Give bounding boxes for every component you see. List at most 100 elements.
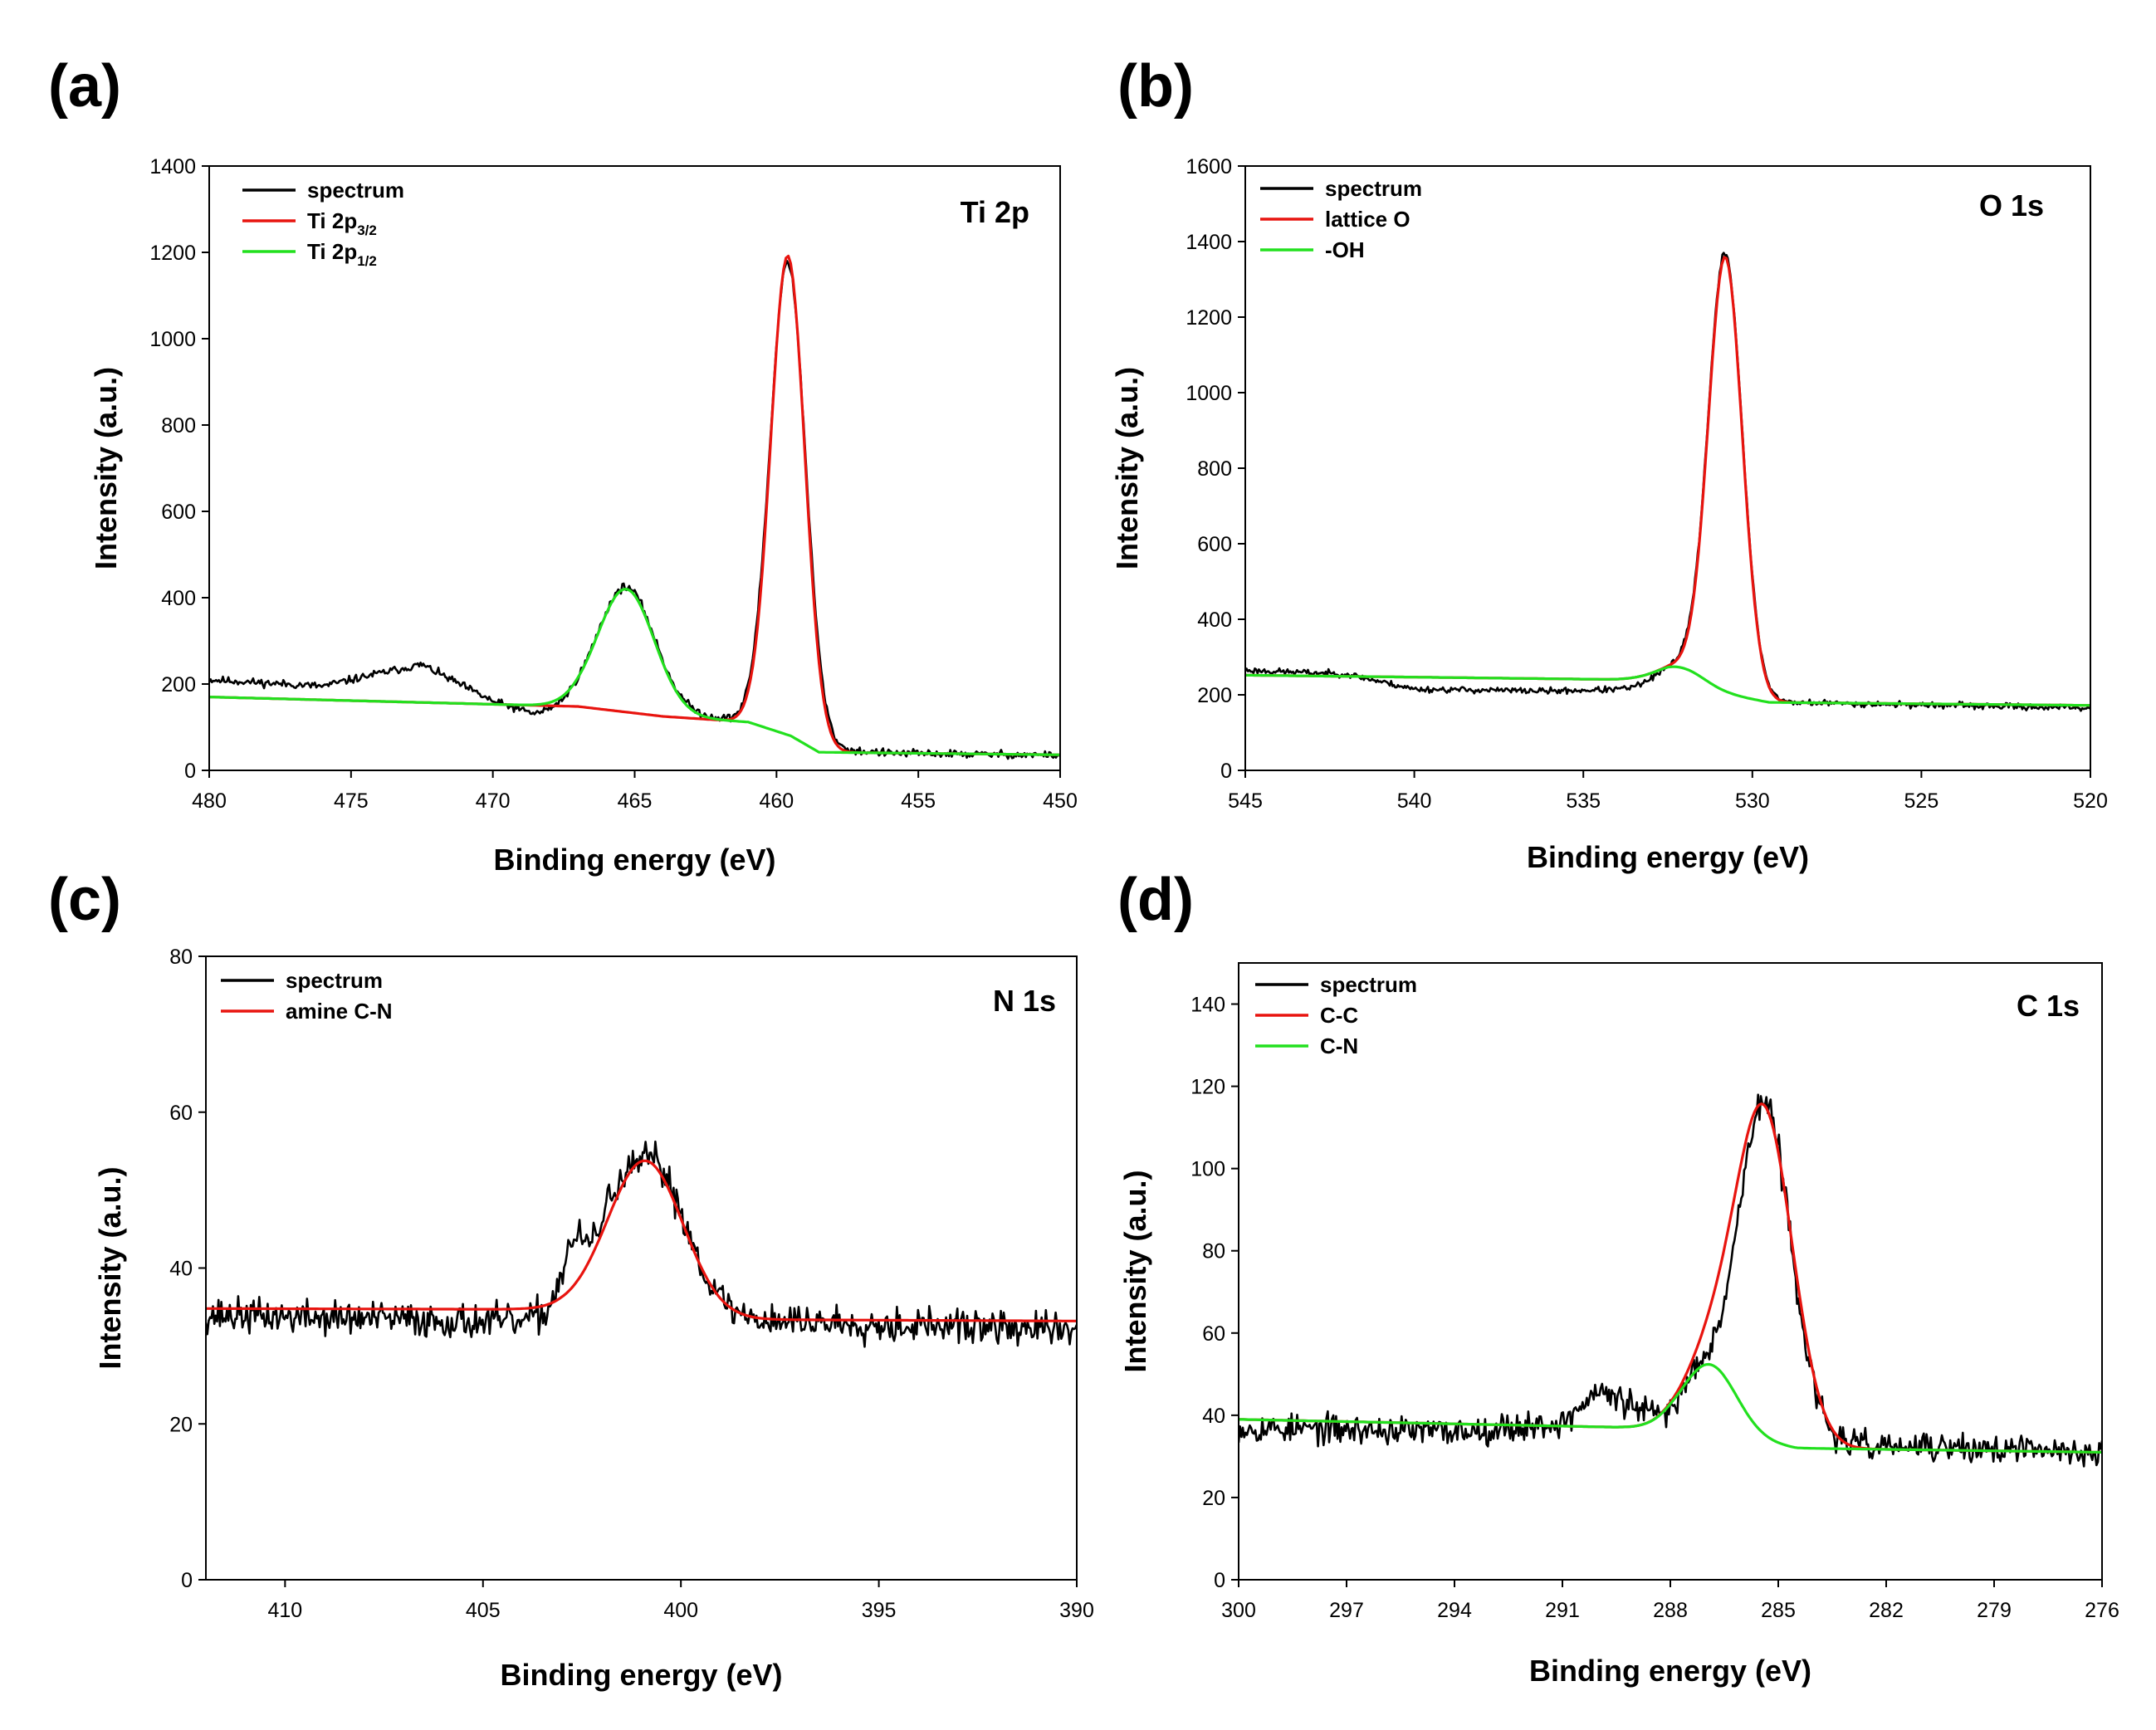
y-tick-label: 800: [161, 414, 196, 437]
y-tick-label: 1200: [149, 242, 196, 265]
y-tick-label: 60: [1202, 1322, 1225, 1346]
x-tick-label: 285: [1761, 1599, 1796, 1622]
y-tick-label: 1000: [149, 328, 196, 351]
legend-label: Ti 2p3/2: [307, 208, 377, 238]
panel-letter: (d): [1117, 867, 1194, 933]
plot-frame: [1244, 165, 2091, 771]
x-tick-label: 540: [1397, 789, 1432, 813]
y-tick-label: 400: [1197, 608, 1232, 632]
x-tick-label: 291: [1545, 1599, 1580, 1622]
panel-title: Ti 2p: [961, 195, 1029, 229]
x-tick-label: 545: [1228, 789, 1263, 813]
x-tick-label: 400: [663, 1599, 698, 1622]
x-tick-label: 455: [901, 789, 936, 813]
series-line-c-n: [1239, 1362, 2102, 1454]
legend-label: Ti 2p1/2: [307, 239, 377, 269]
y-tick-label: 40: [1202, 1405, 1225, 1428]
y-tick-label: 0: [1220, 760, 1232, 783]
x-tick-label: 530: [1735, 789, 1770, 813]
y-axis-title: Intensity (a.u.): [1118, 1170, 1152, 1372]
y-tick-label: 1600: [1186, 155, 1232, 178]
y-axis-title: Intensity (a.u.): [93, 1166, 127, 1369]
y-tick-label: 800: [1197, 457, 1232, 481]
y-tick-label: 600: [161, 501, 196, 524]
panel-title: O 1s: [1979, 188, 2044, 222]
legend-label: spectrum: [307, 178, 404, 203]
panel-letter: (a): [48, 53, 121, 120]
x-tick-label: 282: [1869, 1599, 1904, 1622]
series-line-spectrum: [1239, 1093, 2102, 1468]
x-tick-label: 480: [192, 789, 227, 813]
x-axis-title: Binding energy (eV): [1527, 840, 1809, 874]
y-tick-label: 1000: [1186, 382, 1232, 405]
x-tick-label: 405: [466, 1599, 501, 1622]
y-tick-label: 100: [1190, 1158, 1225, 1181]
x-tick-label: 465: [618, 789, 653, 813]
y-tick-label: 80: [169, 946, 193, 969]
x-tick-label: 279: [1977, 1599, 2012, 1622]
y-tick-label: 60: [169, 1102, 193, 1125]
series-line-spectrum: [209, 260, 1060, 760]
y-tick-label: 600: [1197, 533, 1232, 556]
y-tick-label: 0: [184, 760, 196, 783]
x-tick-label: 297: [1329, 1599, 1364, 1622]
series-line-c-c: [1239, 1102, 2102, 1454]
x-tick-label: 288: [1653, 1599, 1688, 1622]
y-tick-label: 0: [181, 1569, 193, 1592]
y-tick-label: 1400: [1186, 231, 1232, 254]
y-tick-label: 1200: [1186, 306, 1232, 330]
x-tick-label: 294: [1437, 1599, 1472, 1622]
y-tick-label: 400: [161, 587, 196, 610]
series-line-lattice-o: [1245, 256, 2090, 707]
series-line-spectrum: [206, 1140, 1077, 1348]
y-tick-label: 200: [161, 673, 196, 696]
series-line-ti-2p: [209, 588, 1060, 756]
x-tick-label: 520: [2073, 789, 2108, 813]
y-tick-label: 20: [169, 1413, 193, 1436]
series-line-amine-c-n: [206, 1159, 1077, 1322]
x-tick-label: 470: [476, 789, 511, 813]
series-line-spectrum: [1245, 252, 2090, 712]
y-tick-label: 140: [1190, 994, 1225, 1017]
x-tick-label: 525: [1904, 789, 1939, 813]
y-axis-title: Intensity (a.u.): [89, 367, 123, 569]
y-tick-label: 1400: [149, 155, 196, 178]
legend-label: -OH: [1325, 237, 1365, 262]
x-tick-label: 276: [2085, 1599, 2119, 1622]
legend-label: amine C-N: [286, 999, 393, 1024]
plot-frame: [1238, 962, 2103, 1581]
plot-frame: [208, 165, 1061, 771]
chart-panel-4: (d) 300 297 294 291 288 285 282 279 276 0 20 40 60 80 1…: [1117, 867, 2119, 1688]
y-tick-label: 40: [169, 1258, 193, 1281]
y-tick-label: 200: [1197, 684, 1232, 707]
x-tick-label: 460: [759, 789, 794, 813]
y-tick-label: 80: [1202, 1240, 1225, 1263]
x-tick-label: 300: [1221, 1599, 1256, 1622]
x-tick-label: 535: [1566, 789, 1601, 813]
x-tick-label: 410: [268, 1599, 303, 1622]
series-line-ti-2p: [209, 254, 1060, 756]
plot-frame: [205, 955, 1078, 1581]
x-tick-label: 390: [1059, 1599, 1094, 1622]
legend-label: spectrum: [286, 968, 383, 993]
x-tick-label: 395: [862, 1599, 897, 1622]
x-tick-label: 450: [1043, 789, 1078, 813]
x-tick-label: 475: [334, 789, 369, 813]
y-tick-label: 20: [1202, 1487, 1225, 1510]
x-axis-title: Binding energy (eV): [500, 1658, 782, 1692]
panel-letter: (b): [1117, 53, 1194, 120]
panel-title: C 1s: [2017, 989, 2080, 1023]
chart-panel-3: (c) 410 405 400 395 390 0 20 40 60 80 Binding energ…: [48, 867, 1094, 1692]
x-axis-title: Binding energy (eV): [493, 843, 775, 877]
panel-title: N 1s: [993, 984, 1056, 1018]
y-axis-title: Intensity (a.u.): [1110, 367, 1144, 569]
chart-panel-1: (a) 480 475 470 465 460 455 450 0 200 400 600 800 100…: [48, 53, 1078, 877]
y-tick-label: 120: [1190, 1076, 1225, 1099]
legend-label: lattice O: [1325, 207, 1410, 232]
series-line--oh: [1245, 665, 2090, 707]
legend-label: spectrum: [1325, 176, 1422, 201]
legend-label: spectrum: [1320, 972, 1417, 997]
panel-letter: (c): [48, 867, 121, 933]
legend-label: C-N: [1320, 1034, 1358, 1058]
